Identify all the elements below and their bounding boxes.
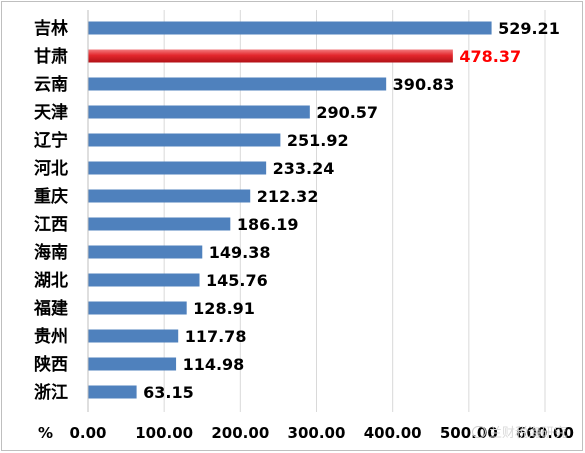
- bar: [88, 21, 492, 35]
- watermark: 兰财税海研究: [471, 422, 567, 441]
- value-label: 63.15: [143, 383, 194, 402]
- category-label: 吉林: [34, 18, 68, 39]
- bar: [88, 273, 200, 287]
- category-label: 湖北: [34, 271, 68, 291]
- category-label: 江西: [34, 215, 68, 235]
- x-tick-label: 300.00: [288, 424, 346, 442]
- bar: [88, 217, 231, 231]
- value-label: 478.37: [459, 47, 521, 66]
- category-label: 重庆: [34, 186, 68, 207]
- bars: [88, 21, 492, 399]
- category-label: 辽宁: [34, 130, 68, 151]
- x-tick-label: 400.00: [364, 424, 422, 442]
- category-label: 云南: [34, 74, 68, 95]
- value-label: 233.24: [273, 159, 335, 178]
- x-tick-label: 200.00: [211, 424, 269, 442]
- watermark-text: 兰财税海研究: [488, 426, 567, 441]
- bar: [88, 189, 251, 203]
- category-label: 福建: [33, 298, 68, 319]
- wechat-icon: [471, 425, 486, 438]
- bar: [88, 329, 179, 343]
- bar-highlight: [88, 49, 453, 63]
- category-label: 天津: [34, 102, 68, 123]
- value-label: 390.83: [393, 75, 455, 94]
- value-label: 117.78: [185, 327, 247, 346]
- bar: [88, 245, 203, 259]
- value-label: 290.57: [316, 103, 378, 122]
- bar: [88, 385, 137, 399]
- grid-lines: [87, 10, 546, 412]
- category-label: 海南: [34, 242, 68, 263]
- category-label: 贵州: [34, 326, 68, 347]
- value-label: 186.19: [237, 215, 299, 234]
- x-axis-label: %: [38, 424, 53, 442]
- category-label: 浙江: [34, 382, 68, 403]
- value-label: 128.91: [193, 299, 255, 318]
- x-tick-label: 0.00: [69, 424, 106, 442]
- x-tick-label: 100.00: [135, 424, 193, 442]
- x-tick-labels: 0.00 100.00 200.00 300.00 400.00 500.00 600.00: [69, 424, 573, 442]
- bar: [88, 105, 310, 119]
- category-label: 陕西: [34, 354, 68, 375]
- bar: [88, 301, 187, 315]
- bar: [88, 357, 177, 371]
- bar: [88, 133, 281, 147]
- category-label: 河北: [34, 159, 68, 179]
- value-label: 145.76: [206, 271, 268, 290]
- bar: [88, 77, 387, 91]
- x-tick-label: 600.00: [516, 424, 574, 442]
- value-label: 212.32: [257, 187, 319, 206]
- bar: [88, 161, 267, 175]
- value-label: 114.98: [183, 355, 245, 374]
- value-label: 529.21: [498, 19, 560, 38]
- value-label: 149.38: [209, 243, 271, 262]
- value-label: 251.92: [287, 131, 349, 150]
- category-label: 甘肃: [34, 46, 68, 67]
